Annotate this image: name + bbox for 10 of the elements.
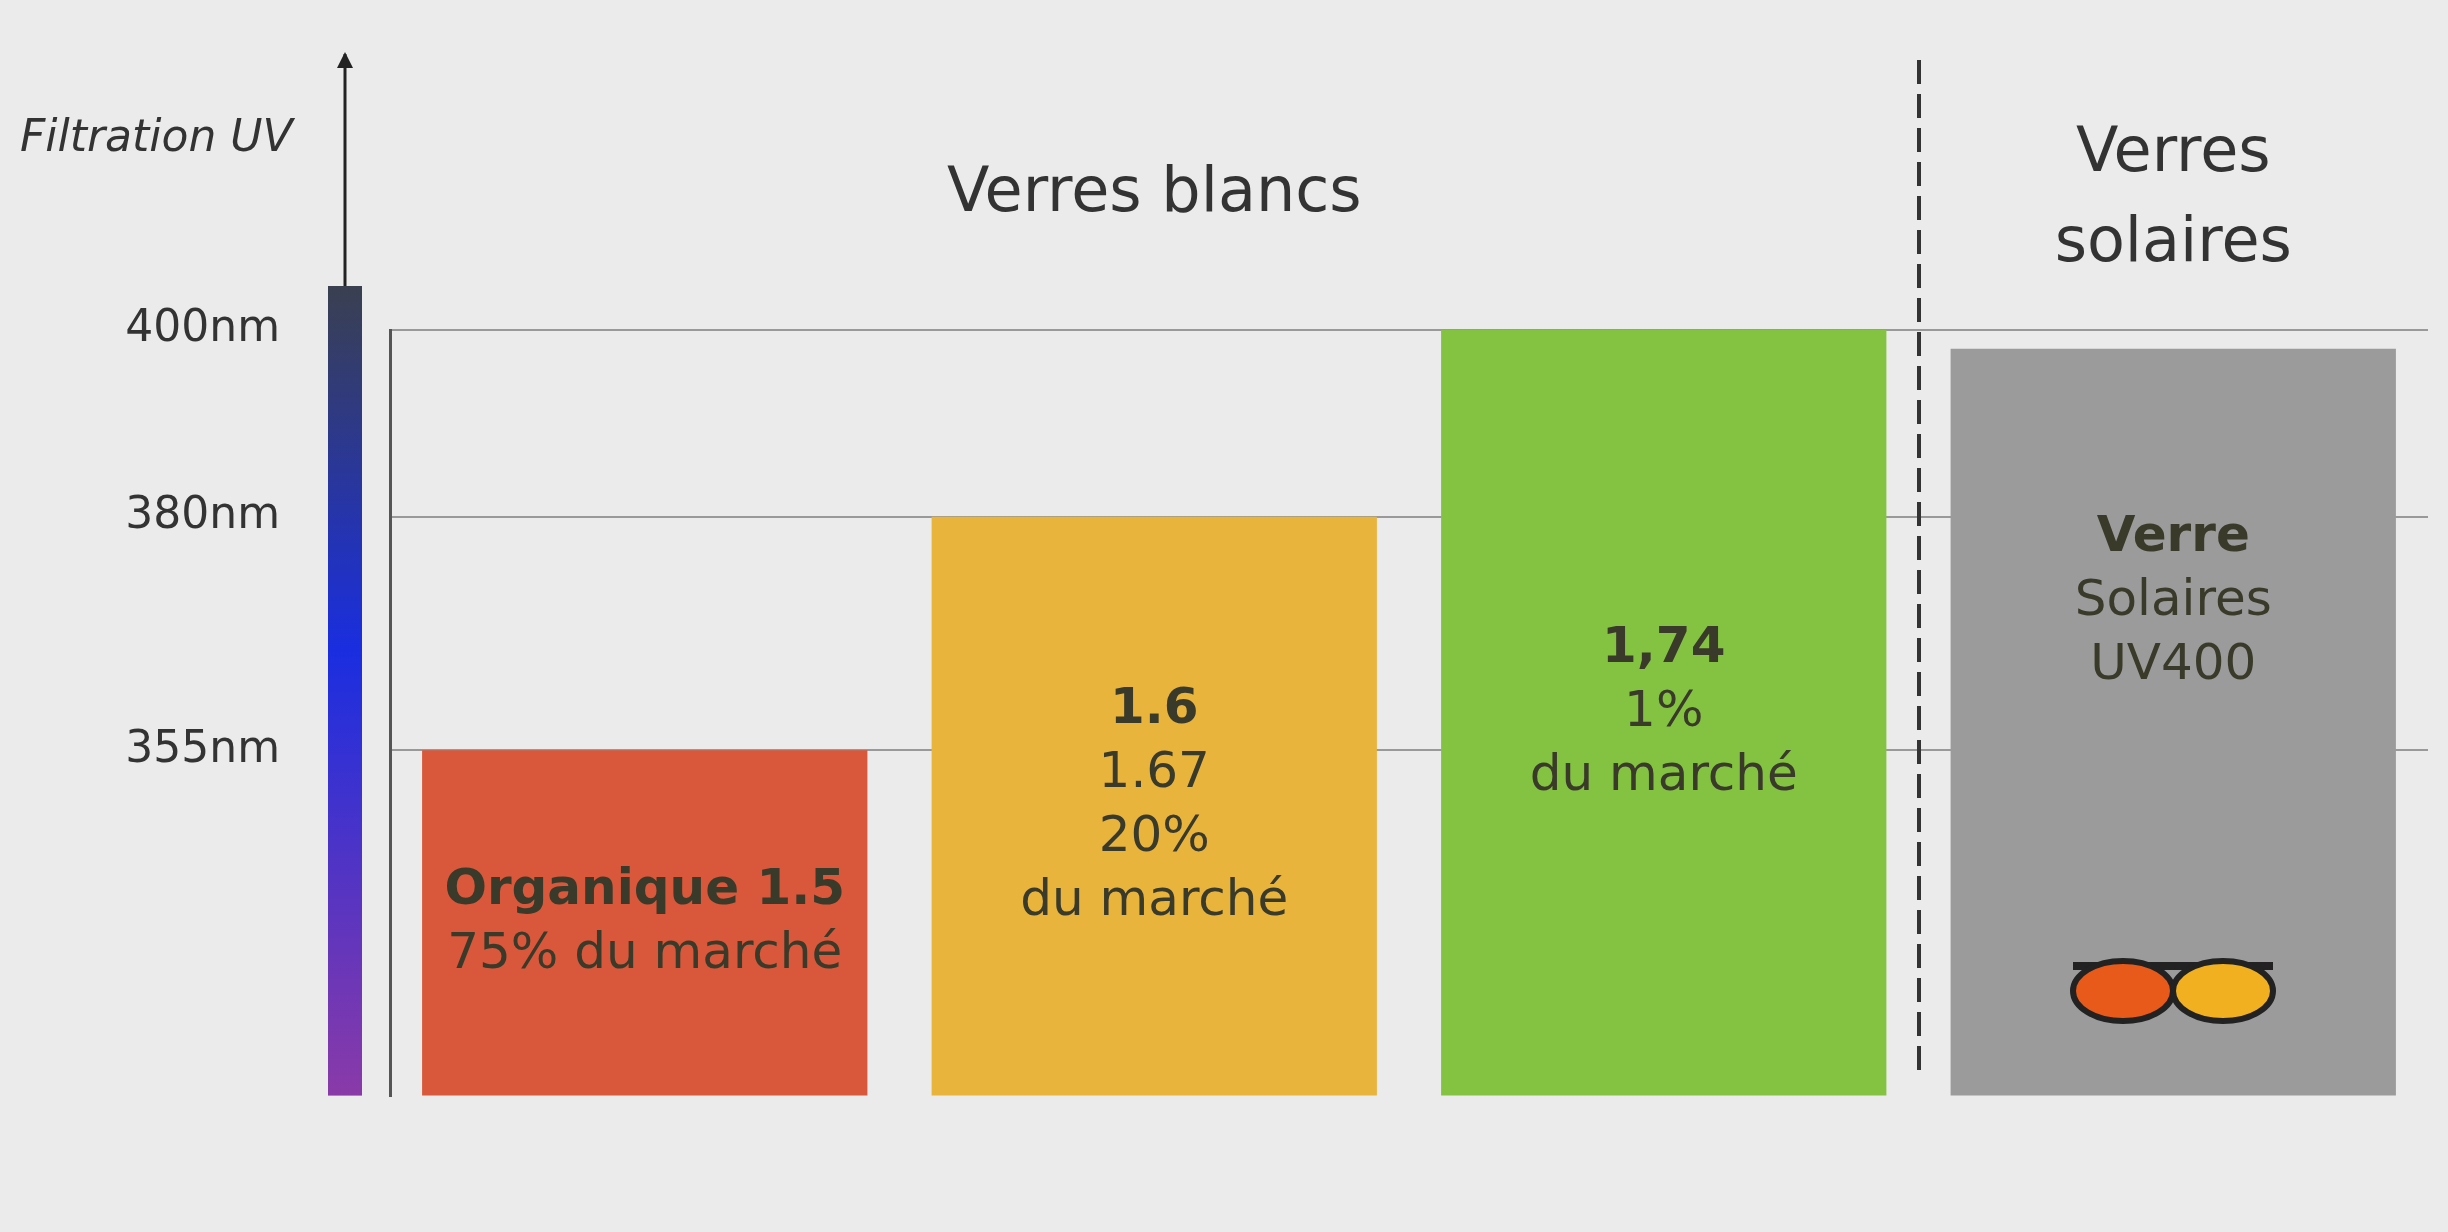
- x-tick-label: Organique 1.5 75% du marché: [444, 857, 846, 980]
- text: Verres blancs: [946, 153, 1362, 227]
- x-tick-label: 1,74 1% du marché: [1529, 615, 1798, 802]
- y-tick-label: 380nm: [125, 487, 280, 539]
- x-tick-label: 1.6 1.67 20% du marché: [1020, 677, 1289, 928]
- text: Verres solaires: [2054, 113, 2292, 277]
- y-tick-label: 355nm: [125, 720, 280, 772]
- x-tick-label: Verre Solaires UV400: [2074, 505, 2272, 692]
- y-tick-label: 400nm: [125, 300, 280, 352]
- y-axis-title: Filtration UV: [20, 110, 293, 161]
